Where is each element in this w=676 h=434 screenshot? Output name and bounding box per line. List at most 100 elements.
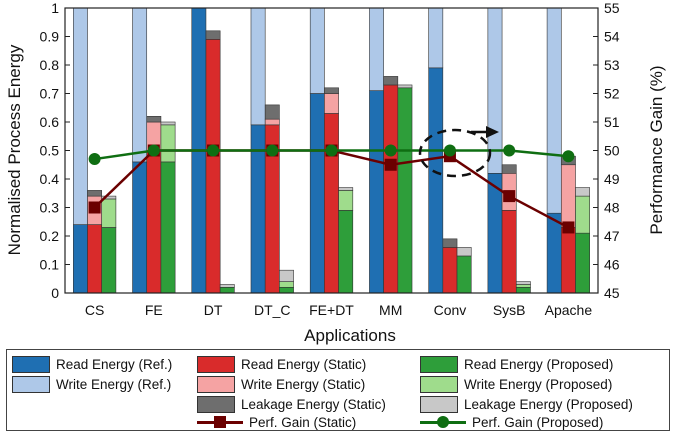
x-tick-label: Conv bbox=[434, 302, 467, 318]
bar-static-read bbox=[442, 247, 458, 294]
marker-perf-proposed bbox=[562, 150, 575, 163]
legend-swatch-leak-prop bbox=[420, 395, 458, 413]
legend-write-prop: Write Energy (Proposed) bbox=[420, 375, 612, 393]
bar-reference-write bbox=[309, 7, 325, 94]
bar-proposed-read bbox=[575, 232, 590, 294]
legend-label-perf-prop: Perf. Gain (Proposed) bbox=[472, 414, 604, 430]
legend-swatch-read-ref bbox=[12, 355, 50, 373]
bar-proposed-read bbox=[101, 227, 117, 294]
legend-write-static: Write Energy (Static) bbox=[197, 375, 365, 393]
y-tick-label: 0 bbox=[51, 285, 59, 301]
axes-layer: 0 0.1 0.2 0.3 0.4 0.5 0.6 0.7 0.8 0.9 1 45 46 47 48 49 5… bbox=[40, 0, 620, 318]
y-tick-label: 0.6 bbox=[40, 114, 60, 130]
legend-label-leak-static: Leakage Energy (Static) bbox=[241, 396, 386, 412]
bar-reference-read bbox=[309, 93, 325, 294]
legend-swatch-read-prop bbox=[420, 355, 458, 373]
x-tick-label: FE bbox=[145, 302, 163, 318]
bar-static-read bbox=[87, 224, 103, 294]
legend-label-read-static: Read Energy (Static) bbox=[241, 356, 367, 372]
bar-proposed-write bbox=[160, 124, 176, 163]
bar-proposed-read bbox=[397, 87, 413, 294]
legend-label-read-ref: Read Energy (Ref.) bbox=[56, 356, 173, 372]
marker-perf-static bbox=[503, 190, 516, 203]
bar-proposed-write bbox=[338, 190, 354, 211]
y2-tick-label: 45 bbox=[604, 285, 620, 301]
legend-label-write-prop: Write Energy (Proposed) bbox=[464, 376, 613, 392]
marker-perf-static bbox=[88, 201, 101, 214]
y2-tick-label: 47 bbox=[604, 228, 620, 244]
bar-static-read bbox=[383, 84, 399, 294]
x-tick-label: DT_C bbox=[254, 302, 291, 318]
x-tick-label: DT bbox=[204, 302, 223, 318]
x-tick-label: CS bbox=[85, 302, 104, 318]
bar-static-read bbox=[205, 39, 221, 294]
bar-proposed-write bbox=[575, 195, 590, 234]
marker-perf-proposed bbox=[325, 144, 338, 157]
bar-reference-write bbox=[428, 7, 444, 69]
bar-static-write bbox=[324, 93, 339, 114]
marker-perf-proposed bbox=[384, 144, 397, 157]
x-tick-label: Apache bbox=[545, 302, 593, 318]
legend-swatch-leak-static bbox=[197, 395, 235, 413]
legend-read-prop: Read Energy (Proposed) bbox=[420, 355, 613, 373]
bar-proposed-leakage bbox=[160, 121, 176, 126]
bar-reference-read bbox=[369, 90, 384, 294]
legend-read-static: Read Energy (Static) bbox=[197, 355, 366, 373]
chart-svg: 0 0.1 0.2 0.3 0.4 0.5 0.6 0.7 0.8 0.9 1 45 46 47 48 49 5… bbox=[5, 0, 666, 345]
bar-static-read bbox=[560, 227, 576, 294]
bar-proposed-leakage bbox=[279, 269, 294, 282]
x-axis-label: Applications bbox=[304, 326, 396, 345]
y-tick-label: 0.1 bbox=[40, 257, 60, 273]
legend-swatch-read-static bbox=[197, 355, 235, 373]
legend-label-write-static: Write Energy (Static) bbox=[241, 376, 366, 392]
legend-swatch-write-prop bbox=[420, 375, 458, 393]
y2-tick-label: 51 bbox=[604, 114, 620, 130]
bar-static-write bbox=[560, 164, 576, 228]
bar-reference-write bbox=[369, 7, 384, 91]
y-tick-label: 0.4 bbox=[40, 171, 60, 187]
bar-static-leakage bbox=[501, 164, 517, 174]
bar-proposed-read bbox=[219, 286, 235, 294]
legend: Read Energy (Ref.) Read Energy (Static) … bbox=[6, 349, 670, 431]
bar-static-read bbox=[501, 210, 517, 294]
bar-reference-write bbox=[546, 7, 562, 214]
bar-reference-read bbox=[132, 161, 148, 294]
bar-reference-read bbox=[73, 224, 88, 294]
bar-static-read bbox=[324, 113, 339, 294]
legend-label-perf-static: Perf. Gain (Static) bbox=[249, 414, 357, 430]
bar-proposed-write bbox=[101, 198, 117, 228]
bar-static-leakage bbox=[383, 76, 399, 86]
y-tick-label: 0.5 bbox=[40, 143, 60, 159]
bar-proposed-read bbox=[338, 210, 354, 294]
y-tick-label: 1 bbox=[51, 0, 59, 16]
lines-layer bbox=[88, 144, 575, 234]
bar-static-leakage bbox=[146, 116, 162, 123]
bar-static-leakage bbox=[324, 87, 339, 94]
bar-proposed-read bbox=[515, 286, 531, 294]
bar-proposed-write bbox=[279, 281, 294, 288]
bar-static-leakage bbox=[87, 190, 103, 197]
y-tick-label: 0.8 bbox=[40, 57, 60, 73]
legend-line-perf-static bbox=[197, 413, 243, 431]
marker-perf-proposed bbox=[443, 144, 456, 157]
bar-static-leakage bbox=[205, 30, 221, 40]
legend-perf-prop: Perf. Gain (Proposed) bbox=[420, 413, 603, 431]
marker-perf-static bbox=[384, 158, 397, 171]
y2-tick-label: 46 bbox=[604, 257, 620, 273]
bar-reference-read bbox=[546, 212, 562, 294]
bar-proposed-read bbox=[456, 255, 472, 294]
y-tick-label: 0.7 bbox=[40, 86, 60, 102]
highlight-ellipse bbox=[418, 128, 492, 178]
y2-tick-label: 50 bbox=[604, 143, 620, 159]
y2-tick-label: 54 bbox=[604, 29, 620, 45]
legend-line-perf-prop bbox=[420, 413, 466, 431]
bar-reference-write bbox=[487, 7, 503, 174]
marker-perf-proposed bbox=[207, 144, 220, 157]
y-tick-label: 0.3 bbox=[40, 200, 60, 216]
y2-tick-label: 53 bbox=[604, 57, 620, 73]
bar-proposed-leakage bbox=[219, 284, 235, 288]
bar-proposed-leakage bbox=[575, 187, 590, 197]
bar-proposed-leakage bbox=[456, 247, 472, 257]
y2-tick-label: 52 bbox=[604, 86, 620, 102]
bar-proposed-leakage bbox=[338, 187, 354, 191]
